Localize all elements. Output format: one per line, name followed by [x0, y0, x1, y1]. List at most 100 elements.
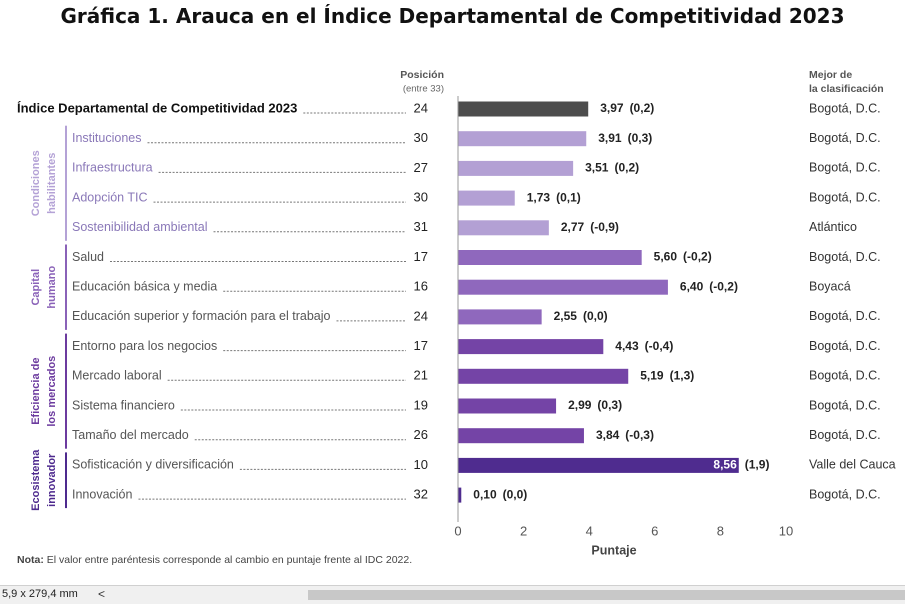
x-tick-label: 4	[586, 523, 593, 538]
position-header: Posición	[400, 69, 444, 81]
best-department: Boyacá	[809, 279, 851, 293]
position-value: 24	[414, 100, 428, 115]
score-bar	[458, 250, 642, 265]
best-department: Bogotá, D.C.	[809, 190, 881, 204]
change-label: (0,1)	[556, 190, 581, 204]
row-label: Instituciones	[72, 131, 141, 145]
change-label: (-0,2)	[683, 250, 712, 264]
position-value: 32	[414, 487, 428, 502]
best-department: Bogotá, D.C.	[809, 369, 881, 383]
score-label: 1,73	[527, 190, 551, 204]
best-department: Bogotá, D.C.	[809, 487, 881, 501]
score-label: 3,97	[600, 101, 624, 115]
page-dimensions: 5,9 x 279,4 mm	[2, 588, 78, 600]
position-value: 16	[414, 279, 428, 294]
score-bar	[458, 368, 629, 384]
position-value: 10	[414, 457, 428, 472]
position-value: 30	[414, 190, 428, 205]
score-bar	[458, 101, 589, 117]
best-department: Valle del Cauca	[809, 458, 896, 472]
group-label: Capital	[30, 269, 42, 306]
change-label: (-0,4)	[645, 339, 674, 353]
position-value: 17	[414, 249, 428, 264]
score-bar	[458, 457, 739, 473]
change-label: (-0,2)	[709, 279, 738, 293]
competitiveness-chart: Posición (entre 33) Mejor de la clasificaci…	[17, 69, 896, 566]
x-tick-label: 10	[779, 523, 793, 538]
position-value: 19	[414, 397, 428, 412]
group-label: Eficiencia de	[30, 358, 42, 425]
x-tick-label: 8	[717, 523, 724, 538]
x-tick-label: 2	[520, 523, 527, 538]
score-label: 8,56	[713, 458, 737, 472]
best-department: Bogotá, D.C.	[809, 131, 881, 145]
position-value: 26	[414, 427, 428, 442]
chart-title: Gráfica 1. Arauca en el Índice Departame…	[60, 4, 845, 28]
row-label: Mercado laboral	[72, 369, 162, 383]
score-label: 3,51	[585, 161, 609, 175]
position-header-sub: (entre 33)	[403, 84, 444, 95]
best-department: Bogotá, D.C.	[809, 250, 881, 264]
change-label: (0,0)	[583, 309, 608, 323]
score-bar	[458, 190, 515, 206]
note-label: Nota:	[17, 554, 44, 566]
position-value: 24	[414, 308, 428, 323]
row-label: Entorno para los negocios	[72, 339, 217, 353]
row-label: Tamaño del mercado	[72, 428, 189, 442]
best-department: Bogotá, D.C.	[809, 398, 881, 412]
group-label: los mercados	[46, 356, 58, 427]
row-label: Educación superior y formación para el t…	[72, 309, 331, 323]
row-label: Sostenibilidad ambiental	[72, 220, 208, 234]
best-department: Bogotá, D.C.	[809, 428, 881, 442]
score-label: 5,60	[654, 250, 678, 264]
row-label: Sistema financiero	[72, 398, 175, 412]
row-label: Adopción TIC	[72, 190, 148, 204]
best-header-line: Mejor de	[809, 69, 852, 81]
best-department: Bogotá, D.C.	[809, 101, 881, 115]
score-bar	[458, 131, 587, 147]
position-value: 31	[414, 219, 428, 234]
row-label: Innovación	[72, 487, 133, 501]
row-label: Sofisticación y diversificación	[72, 458, 234, 472]
change-label: (-0,9)	[590, 220, 619, 234]
score-bar	[458, 428, 584, 444]
score-bar	[458, 398, 557, 414]
row-label: Índice Departamental de Competitividad 2…	[17, 100, 297, 115]
x-axis-label: Puntaje	[591, 543, 636, 557]
score-bar	[458, 160, 574, 176]
group-label: habilitantes	[46, 153, 58, 214]
score-bar	[458, 487, 462, 503]
group-label: Ecosistema	[30, 449, 42, 511]
change-label: (0,2)	[614, 161, 639, 175]
score-label: 6,40	[680, 279, 704, 293]
score-label: 3,91	[598, 131, 622, 145]
score-label: 4,43	[615, 339, 639, 353]
x-tick-label: 0	[454, 523, 461, 538]
best-department: Bogotá, D.C.	[809, 309, 881, 323]
group-label: Condiciones	[30, 150, 42, 216]
score-label: 3,84	[596, 428, 620, 442]
position-value: 27	[414, 160, 428, 175]
row-label: Infraestructura	[72, 161, 153, 175]
score-label: 2,77	[561, 220, 585, 234]
scroll-left-button[interactable]: <	[98, 587, 106, 601]
status-bar: 5,9 x 279,4 mm <	[0, 585, 905, 604]
score-label: 5,19	[640, 368, 664, 382]
x-tick-label: 6	[651, 523, 658, 538]
position-value: 21	[414, 368, 428, 383]
score-label: 2,55	[554, 309, 578, 323]
horizontal-scrollbar[interactable]	[308, 590, 905, 600]
change-label: (0,3)	[628, 131, 653, 145]
change-label: (1,9)	[745, 458, 770, 472]
score-label: 0,10	[473, 487, 497, 501]
note: Nota: El valor entre paréntesis correspo…	[17, 554, 412, 566]
score-bar	[458, 309, 542, 325]
change-label: (0,2)	[630, 101, 655, 115]
score-bar	[458, 279, 668, 295]
row-label: Salud	[72, 250, 104, 264]
row-label: Educación básica y media	[72, 279, 217, 293]
score-bar	[458, 220, 549, 236]
position-value: 30	[414, 130, 428, 145]
change-label: (0,3)	[597, 398, 622, 412]
group-label: humano	[46, 266, 58, 309]
